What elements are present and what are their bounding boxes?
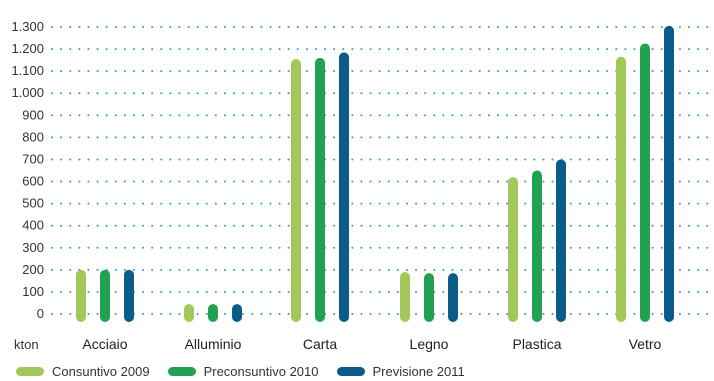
- x-category-label: Vetro: [629, 336, 662, 352]
- grid: [51, 26, 711, 315]
- bar-vetro-3: [664, 25, 674, 323]
- y-tick-label: 1.300: [11, 19, 44, 34]
- legend-label: Previsione 2011: [372, 364, 465, 379]
- y-tick-label: 600: [22, 174, 44, 189]
- bar-legno-2: [424, 273, 434, 322]
- bar-plastica-2: [532, 170, 542, 322]
- x-category-label: Plastica: [512, 336, 561, 352]
- bar-acciaio-2: [100, 269, 110, 322]
- bar-alluminio-2: [208, 304, 218, 322]
- y-tick-label: 700: [22, 151, 44, 166]
- bar-acciaio-1: [76, 269, 86, 322]
- bar-carta-3: [339, 52, 349, 323]
- x-category-label: Alluminio: [185, 336, 242, 352]
- bar-plastica-1: [508, 177, 518, 322]
- bar-vetro-1: [616, 56, 626, 323]
- y-tick-label: 1.000: [11, 85, 44, 100]
- legend-swatch: [336, 367, 365, 376]
- y-tick-label: 500: [22, 196, 44, 211]
- bar-legno-1: [400, 272, 410, 322]
- y-tick-label: 800: [22, 129, 44, 144]
- legend-item-preconsuntivo-2010: Preconsuntivo 2010: [167, 364, 319, 379]
- y-tick-label: 1.100: [11, 63, 44, 78]
- y-tick-label: 900: [22, 107, 44, 122]
- bar-legno-3: [448, 273, 458, 322]
- y-tick-label: 300: [22, 240, 44, 255]
- x-axis-labels: Acciaio Alluminio Carta Legno Plastica Vetro: [82, 336, 661, 352]
- bar-alluminio-3: [232, 304, 242, 322]
- legend-item-previsione-2011: Previsione 2011: [336, 364, 465, 379]
- legend: Consuntivo 2009 Preconsuntivo 2010 Previ…: [16, 364, 465, 379]
- x-category-label: Carta: [303, 336, 337, 352]
- legend-swatch: [16, 367, 44, 376]
- y-axis-ticks: 1.300 1.200 1.100 1.000 900 800 700 600 500 400 30…: [11, 19, 44, 321]
- legend-label: Consuntivo 2009: [52, 364, 150, 379]
- y-tick-label: 100: [22, 284, 44, 299]
- bar-acciaio-3: [124, 269, 134, 322]
- legend-swatch: [167, 367, 196, 376]
- y-tick-label: 200: [22, 262, 44, 277]
- legend-item-consuntivo-2009: Consuntivo 2009: [16, 364, 150, 379]
- bar-alluminio-1: [184, 304, 194, 322]
- chart-plot: 1.300 1.200 1.100 1.000 900 800 700 600 500 400 30…: [11, 19, 711, 352]
- y-axis-unit-label: kton: [14, 337, 39, 352]
- x-category-label: Legno: [410, 336, 449, 352]
- bar-carta-1: [291, 59, 301, 323]
- bar-plastica-3: [556, 159, 566, 322]
- bars: [76, 25, 674, 323]
- y-tick-label: 0: [37, 306, 44, 321]
- bar-carta-2: [315, 57, 325, 323]
- bar-vetro-2: [640, 43, 650, 323]
- x-category-label: Acciaio: [82, 336, 127, 352]
- legend-label: Preconsuntivo 2010: [203, 364, 319, 379]
- y-tick-label: 400: [22, 218, 44, 233]
- y-tick-label: 1.200: [11, 41, 44, 56]
